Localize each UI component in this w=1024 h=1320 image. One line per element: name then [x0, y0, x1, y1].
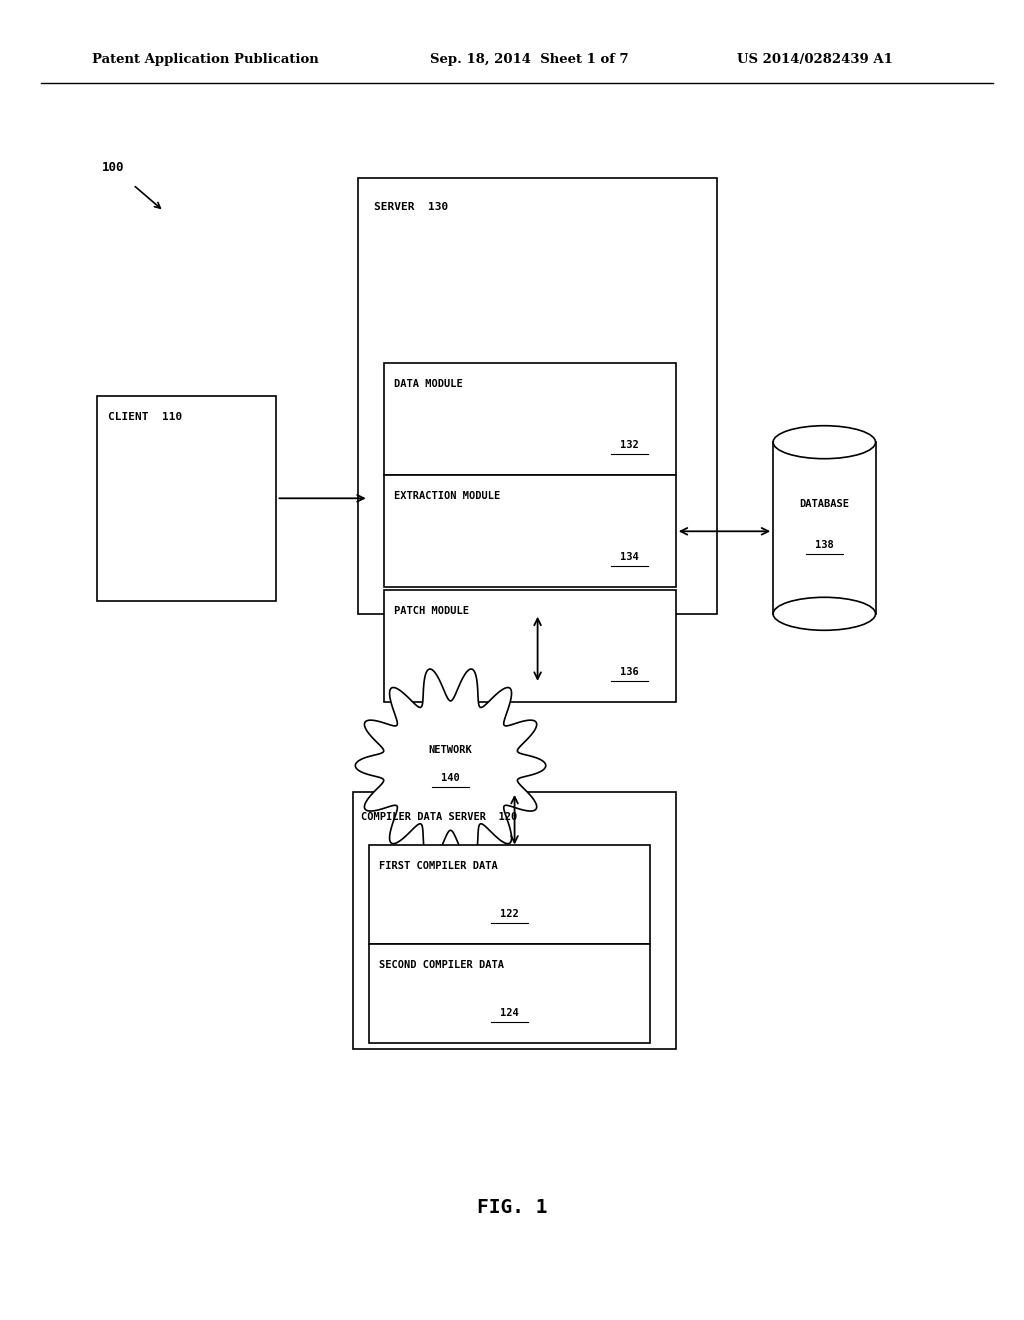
Ellipse shape — [773, 425, 876, 458]
Text: EXTRACTION MODULE: EXTRACTION MODULE — [394, 491, 501, 502]
Text: 124: 124 — [500, 1007, 519, 1018]
FancyBboxPatch shape — [384, 590, 676, 702]
Text: 122: 122 — [500, 908, 519, 919]
FancyBboxPatch shape — [773, 442, 876, 614]
Text: 100: 100 — [101, 161, 124, 174]
Text: 140: 140 — [441, 772, 460, 783]
Text: US 2014/0282439 A1: US 2014/0282439 A1 — [737, 53, 893, 66]
Text: PATCH MODULE: PATCH MODULE — [394, 606, 469, 616]
FancyBboxPatch shape — [384, 363, 676, 475]
Ellipse shape — [773, 597, 876, 631]
Text: DATABASE: DATABASE — [800, 499, 849, 510]
Text: FIRST COMPILER DATA: FIRST COMPILER DATA — [379, 861, 498, 871]
Polygon shape — [355, 669, 546, 862]
Text: DATA MODULE: DATA MODULE — [394, 379, 463, 389]
Text: 138: 138 — [815, 540, 834, 550]
Text: 136: 136 — [621, 667, 639, 677]
Text: SECOND COMPILER DATA: SECOND COMPILER DATA — [379, 960, 504, 970]
Text: 132: 132 — [621, 440, 639, 450]
Text: Sep. 18, 2014  Sheet 1 of 7: Sep. 18, 2014 Sheet 1 of 7 — [430, 53, 629, 66]
FancyBboxPatch shape — [384, 475, 676, 587]
Text: COMPILER DATA SERVER  120: COMPILER DATA SERVER 120 — [361, 812, 518, 822]
FancyBboxPatch shape — [358, 178, 717, 614]
Text: CLIENT  110: CLIENT 110 — [108, 412, 182, 422]
FancyBboxPatch shape — [353, 792, 676, 1049]
FancyBboxPatch shape — [97, 396, 276, 601]
Text: NETWORK: NETWORK — [429, 744, 472, 755]
Text: FIG. 1: FIG. 1 — [477, 1199, 547, 1217]
FancyBboxPatch shape — [369, 845, 650, 944]
Text: 134: 134 — [621, 552, 639, 562]
Text: Patent Application Publication: Patent Application Publication — [92, 53, 318, 66]
Text: SERVER  130: SERVER 130 — [374, 202, 449, 213]
FancyBboxPatch shape — [369, 944, 650, 1043]
